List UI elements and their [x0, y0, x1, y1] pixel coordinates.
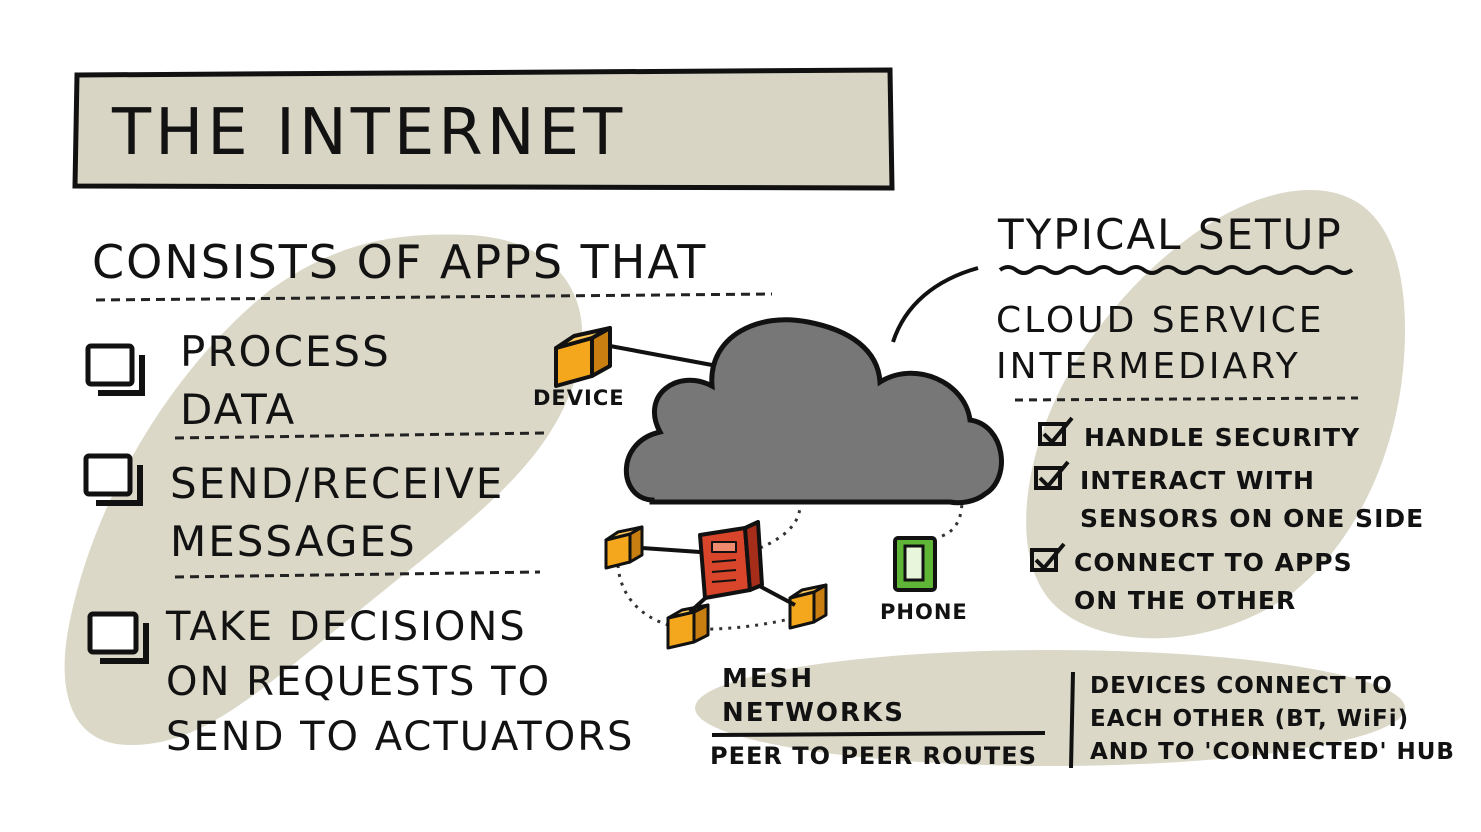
- checkbox-icon-1: [85, 343, 145, 396]
- checked-box-icon-3: [1030, 542, 1066, 572]
- device-cube-icon: [554, 326, 612, 388]
- mesh-highlight-blob: [695, 650, 1405, 766]
- setup-role: CLOUD SERVICE INTERMEDIARY: [996, 300, 1325, 387]
- checkbox-icon-3: [87, 611, 149, 664]
- mesh-dotted-link: [616, 564, 806, 631]
- duty-interact-sensors: INTERACT WITH SENSORS ON ONE SIDE: [1080, 466, 1425, 533]
- checkbox-icon-2: [83, 453, 143, 506]
- checked-box-icon-2: [1034, 460, 1070, 490]
- mesh-label: MESH NETWORKS: [722, 664, 905, 728]
- hub-cloud-dotted-link: [759, 504, 802, 550]
- phone-label: PHONE: [880, 600, 968, 624]
- duty-handle-security: HANDLE SECURITY: [1084, 423, 1361, 452]
- role-dash-line: [1014, 396, 1359, 402]
- checked-box-icon-1: [1038, 416, 1074, 446]
- mesh-node-cube-2: [666, 603, 710, 650]
- cloud-setup-callout: [891, 266, 979, 343]
- right-highlight-blob: [1026, 190, 1405, 639]
- setup-wavy-underline: [998, 265, 1354, 275]
- app-item-send-receive: SEND/RECEIVE MESSAGES: [170, 459, 505, 566]
- heading-dash-line: [95, 292, 773, 302]
- device-label: DEVICE: [533, 386, 625, 410]
- title-box: [72, 67, 895, 191]
- duty-connect-apps: CONNECT TO APPS ON THE OTHER: [1074, 548, 1353, 615]
- phone-cloud-dotted-link: [941, 499, 964, 538]
- app-item-process-data: PROCESS DATA: [180, 327, 391, 434]
- item-divider-1: [174, 431, 546, 440]
- device-cloud-link: [609, 344, 713, 367]
- mesh-description: DEVICES CONNECT TO EACH OTHER (BT, WiFi)…: [1090, 673, 1455, 765]
- phone-icon: [893, 536, 937, 592]
- left-highlight-blob: [64, 234, 583, 745]
- page-title: THE INTERNET: [112, 96, 627, 170]
- mesh-node-cube-3: [788, 583, 828, 630]
- item-divider-2: [174, 570, 541, 579]
- mesh-node-cube-1: [604, 525, 644, 570]
- apps-heading: CONSISTS OF APPS THAT: [92, 235, 708, 289]
- mesh-subtitle: PEER TO PEER ROUTES: [710, 742, 1037, 770]
- hub-icon: [698, 520, 764, 600]
- mesh-underline: [711, 731, 1046, 737]
- mesh-vertical-divider: [1069, 671, 1075, 769]
- app-item-take-decisions: TAKE DECISIONS ON REQUESTS TO SEND TO AC…: [166, 604, 635, 760]
- setup-heading: TYPICAL SETUP: [998, 210, 1343, 259]
- cloud-icon: [623, 317, 1004, 506]
